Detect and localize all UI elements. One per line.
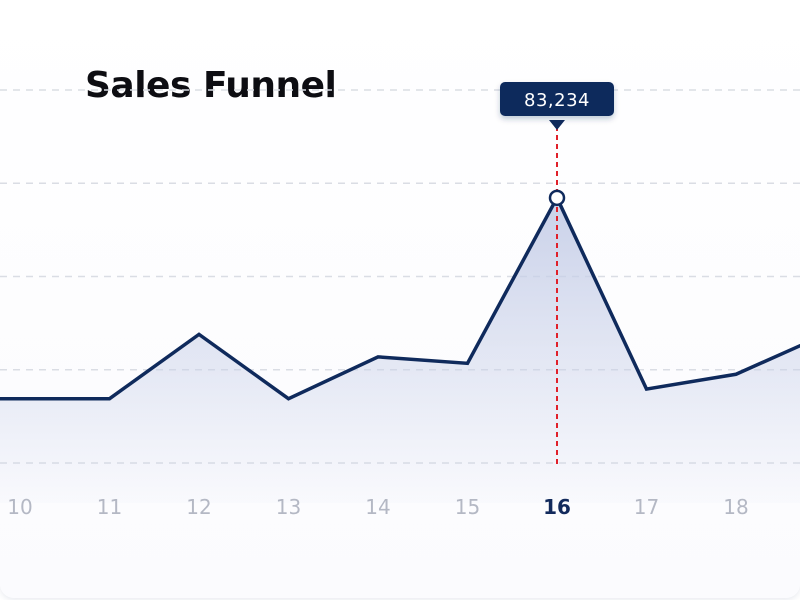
x-tick-label: 17 (634, 495, 659, 519)
x-tick-label: 10 (7, 495, 32, 519)
x-tick-label: 18 (723, 495, 748, 519)
tooltip-box (500, 82, 614, 116)
value-tooltip: 83,234 (500, 82, 614, 130)
x-tick-label: 11 (97, 495, 122, 519)
chart-title: Sales Funnel (85, 65, 337, 106)
tooltip-value: 83,234 (524, 90, 590, 111)
x-tick-label: 13 (276, 495, 301, 519)
x-axis-ticks: 10 11 12 13 14 15 16 17 18 (7, 495, 748, 519)
series-line (0, 193, 800, 401)
highlight-point (548, 189, 566, 207)
tooltip-pointer (549, 120, 565, 130)
x-tick-label: 14 (365, 495, 390, 519)
x-tick-label: 16 (543, 495, 571, 519)
x-tick-label: 12 (186, 495, 211, 519)
x-tick-label: 15 (455, 495, 480, 519)
series-area (0, 197, 800, 503)
